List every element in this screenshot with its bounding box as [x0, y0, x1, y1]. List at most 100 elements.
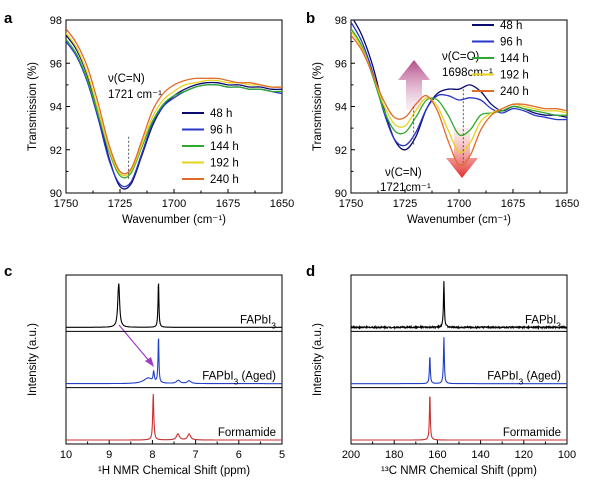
x-tick-label-a-4: 1650	[270, 198, 294, 210]
spectrum-label-d-1: FAPbI3 (Aged)	[487, 371, 561, 387]
legend-label-a-0: 48 h	[210, 108, 232, 120]
x-tick-label-a-1: 1725	[108, 198, 132, 210]
legend-label-a-1: 96 h	[210, 125, 232, 137]
c-shift-arrow	[118, 324, 151, 363]
legend-label-b-0: 48 h	[500, 20, 522, 32]
chart-a: 1750 1725 1700 1675 1650 Wavenumber (cm⁻¹) Tra…	[27, 15, 294, 226]
x-tick-label-b-1: 1725	[393, 198, 417, 210]
spectrum-label-d-2: Formamide	[503, 427, 561, 439]
x-tick-label-d-2: 160	[428, 449, 446, 461]
y-tick-label-a-2: 94	[50, 102, 62, 114]
y-tick-label-b-3: 96	[335, 58, 347, 70]
b-down-arrow	[446, 128, 478, 178]
legend-label-a-4: 240 h	[210, 174, 239, 186]
spectrum-d-0	[350, 281, 568, 331]
y-tick-label-b-4: 98	[335, 15, 347, 27]
series-line-a-2	[66, 39, 282, 179]
legend-label-b-3: 192 h	[500, 70, 529, 82]
x-tick-label-d-1: 180	[385, 449, 403, 461]
spectrum-label-sub-c-0: 3	[271, 320, 276, 330]
legend-label-a-2: 144 h	[210, 141, 239, 153]
x-tick-label-c-0: 10	[60, 449, 72, 461]
y-tick-label-a-0: 90	[50, 188, 62, 200]
y-axis-label-a: Transmission (%)	[27, 62, 39, 151]
spectrum-label-sub-d-0: 3	[556, 320, 561, 330]
c-shift-arrowhead	[145, 357, 154, 367]
y-tick-label-b-0: 90	[335, 188, 347, 200]
panel-label-c: c	[4, 263, 12, 280]
spectrum-c-2	[66, 393, 282, 441]
spectrum-label-c-0: FAPbI3	[240, 314, 276, 330]
spectrum-label-main-d-2: Formamide	[503, 427, 561, 439]
x-tick-label-d-0: 200	[342, 449, 360, 461]
spectrum-c-0	[66, 283, 282, 328]
x-axis-label-d: ¹³C NMR Chemical Shift (ppm)	[381, 465, 537, 477]
spectrum-d-2	[351, 396, 567, 441]
y-tick-label-b-1: 92	[335, 145, 347, 157]
spectrum-label-c-2: Formamide	[218, 427, 276, 439]
x-tick-label-c-5: 5	[279, 449, 285, 461]
spectrum-label-suffix-c-1: (Aged)	[238, 371, 276, 383]
spectrum-label-main-d-0: FAPbI	[525, 314, 556, 326]
y-axis-label-d: Intensity (a.u.)	[312, 323, 324, 396]
spectrum-label-d-0: FAPbI3	[525, 314, 561, 330]
spectrum-label-main-c-1: FAPbI	[202, 371, 233, 383]
chart-d: 200 180 160 140 120 100 ¹³C NMR Chemical Shift…	[312, 274, 576, 477]
spectrum-label-main-c-2: Formamide	[218, 427, 276, 439]
legend-label-b-2: 144 h	[500, 53, 529, 65]
x-axis-label-a: Wavenumber (cm⁻¹)	[122, 214, 226, 226]
spectrum-d-1	[351, 337, 567, 385]
a-peak-annotation-line2: 1721 cm⁻¹	[108, 89, 162, 101]
series-line-a-4	[66, 28, 282, 175]
spectrum-label-sub-c-1: 3	[234, 377, 239, 387]
series-line-a-3	[66, 32, 282, 177]
b-co-annotation-line1: ν(C=O)	[442, 51, 480, 63]
x-tick-label-a-2: 1700	[162, 198, 186, 210]
spectrum-label-c-1: FAPbI3 (Aged)	[202, 371, 276, 387]
x-tick-label-a-3: 1675	[216, 198, 240, 210]
series-line-b-3	[351, 30, 567, 154]
plot-frame-d	[350, 274, 568, 445]
spectrum-label-main-d-1: FAPbI	[487, 371, 518, 383]
legend-label-b-1: 96 h	[500, 37, 522, 49]
x-tick-label-c-3: 7	[193, 449, 199, 461]
x-tick-label-d-4: 120	[515, 449, 533, 461]
spectrum-c-1	[66, 338, 282, 385]
y-tick-label-a-4: 98	[50, 15, 62, 27]
a-peak-annotation-line1: ν(C=N)	[108, 73, 145, 85]
spectrum-label-suffix-d-1: (Aged)	[523, 371, 561, 383]
x-tick-label-a-0: 1750	[54, 198, 78, 210]
x-tick-label-b-2: 1700	[447, 198, 471, 210]
y-axis-label-b: Transmission (%)	[312, 62, 324, 151]
x-tick-label-c-1: 9	[106, 449, 112, 461]
x-axis-label-b: Wavenumber (cm⁻¹)	[407, 214, 511, 226]
series-line-b-4	[351, 34, 567, 167]
chart-b: 1750 1725 1700 1675 1650 Wavenumber (cm⁻¹) Tra…	[312, 15, 579, 226]
plot-frame-c	[65, 274, 283, 445]
x-tick-label-b-0: 1750	[339, 198, 363, 210]
spectrum-label-sub-d-1: 3	[519, 377, 524, 387]
legend-label-a-3: 192 h	[210, 158, 239, 170]
y-tick-label-a-3: 96	[50, 58, 62, 70]
b-cn-annotation-line1: ν(C=N)	[385, 167, 422, 179]
x-tick-label-c-2: 8	[149, 449, 155, 461]
x-tick-label-d-5: 100	[558, 449, 576, 461]
chart-c: 10 9 8 7 6 5 ¹H NMR Chemical Shift (ppm) Intens…	[27, 274, 285, 477]
x-tick-label-c-4: 6	[236, 449, 242, 461]
panel-label-a: a	[4, 10, 13, 27]
series-line-b-2	[351, 28, 567, 137]
x-tick-label-b-3: 1675	[501, 198, 525, 210]
b-cn-annotation-line2: 1721cm⁻¹	[380, 182, 431, 194]
x-tick-label-b-4: 1650	[555, 198, 579, 210]
y-tick-label-b-2: 94	[335, 102, 347, 114]
y-tick-label-a-1: 92	[50, 145, 62, 157]
x-tick-label-d-3: 140	[471, 449, 489, 461]
panel-label-d: d	[306, 263, 315, 280]
x-axis-label-c: ¹H NMR Chemical Shift (ppm)	[98, 465, 250, 477]
y-axis-label-c: Intensity (a.u.)	[27, 323, 39, 396]
spectrum-label-main-c-0: FAPbI	[240, 314, 271, 326]
legend-label-b-4: 240 h	[500, 86, 529, 98]
b-co-annotation-line2: 1698cm⁻¹	[442, 67, 493, 79]
series-line-b-1	[351, 21, 567, 147]
